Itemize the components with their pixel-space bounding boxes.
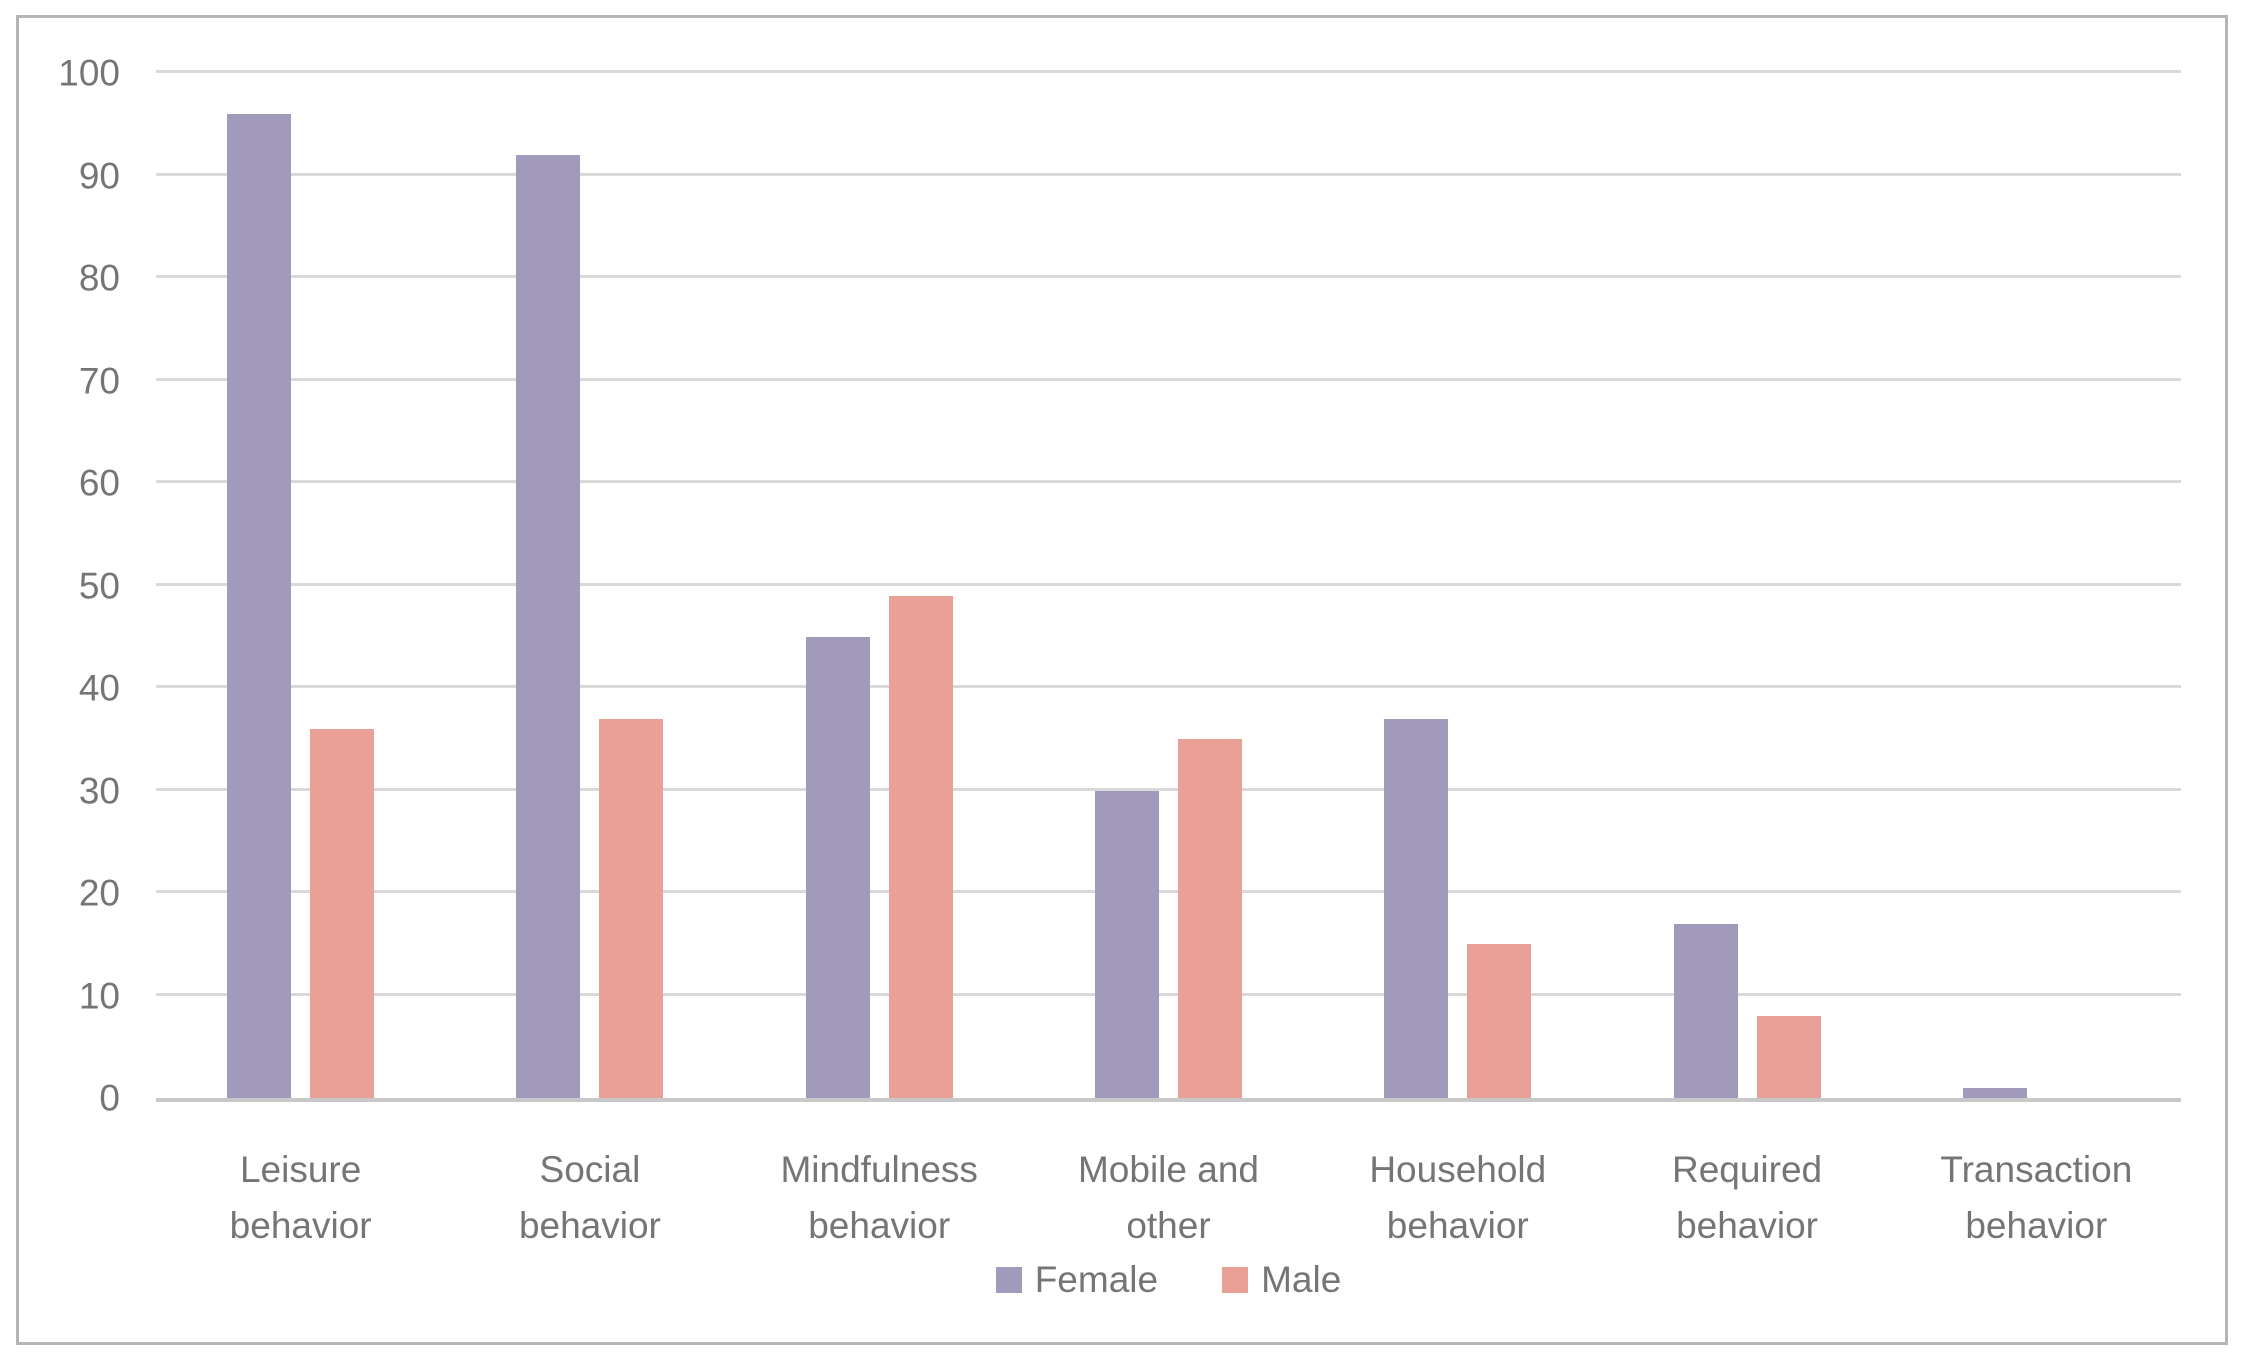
bar-female-3	[805, 636, 870, 1098]
female-series-swatch-icon	[995, 1266, 1022, 1293]
x-category-label-7: Transaction behavior	[1940, 1149, 2133, 1246]
y-tick-label-10: 10	[78, 975, 120, 1016]
bar-group-7	[1892, 73, 2181, 1098]
bar-group-3	[735, 73, 1024, 1098]
bar-male-2	[599, 718, 664, 1098]
bar-male-5	[1467, 944, 1532, 1098]
y-tick-label-40: 40	[78, 667, 120, 709]
y-tick-label-30: 30	[78, 770, 120, 811]
y-tick-label-50: 50	[78, 565, 120, 606]
y-tick-label-100: 100	[58, 52, 120, 94]
x-category-label-5: Household behavior	[1369, 1149, 1547, 1246]
chart-frame: 0 10 20 30 40 50 60 70 80 90 100 Leisure behavior S…	[16, 15, 2228, 1345]
bar-female-1	[227, 114, 292, 1098]
gridline-100	[156, 70, 2181, 73]
gridline-90	[156, 172, 2181, 176]
bar-group-1	[156, 73, 445, 1098]
y-tick-label-20: 20	[78, 872, 120, 914]
bar-female-6	[1673, 923, 1738, 1098]
x-category-label-1: Leisure behavior	[229, 1149, 372, 1246]
legend: Female Male	[156, 1261, 2181, 1298]
y-tick-label-80: 80	[78, 257, 120, 299]
x-category-label-2: Social behavior	[518, 1149, 661, 1246]
bar-group-2	[445, 73, 734, 1098]
gridline-80	[156, 275, 2181, 278]
bar-male-6	[1756, 1016, 1821, 1098]
y-tick-label-90: 90	[78, 155, 120, 196]
bar-female-2	[516, 155, 581, 1098]
gridline-70	[156, 377, 2181, 381]
bar-male-3	[888, 595, 953, 1098]
gridline-30	[156, 787, 2181, 791]
bar-female-7	[1962, 1087, 2027, 1098]
y-tick-label-0: 0	[99, 1077, 120, 1119]
legend-item-male: Male	[1222, 1261, 1341, 1298]
x-axis-category-labels: Leisure behavior Social behavior Mindfulne…	[156, 1142, 2181, 1253]
legend-label-male: Male	[1261, 1259, 1342, 1300]
plot-area: 0 10 20 30 40 50 60 70 80 90 100	[58, 55, 2181, 1117]
bar-groups	[156, 73, 2181, 1098]
bar-female-5	[1384, 718, 1449, 1098]
bar-male-1	[310, 729, 375, 1098]
x-category-label-3: Mindfulness behavior	[780, 1149, 978, 1246]
bar-male-4	[1177, 739, 1242, 1098]
bar-group-6	[1602, 73, 1891, 1098]
legend-item-female: Female	[995, 1259, 1159, 1300]
y-tick-label-70: 70	[78, 360, 120, 401]
male-series-swatch-icon	[1222, 1266, 1249, 1293]
gridline-60	[156, 480, 2181, 483]
y-tick-label-60: 60	[78, 462, 120, 504]
gridline-20	[156, 890, 2181, 893]
bar-group-4	[1024, 73, 1313, 1098]
bar-female-4	[1094, 790, 1159, 1098]
gridline-40	[156, 685, 2181, 688]
gridline-50	[156, 582, 2181, 586]
gridline-10	[156, 992, 2181, 996]
legend-label-female: Female	[1034, 1259, 1159, 1300]
bar-group-5	[1313, 73, 1602, 1098]
x-category-label-6: Required behavior	[1671, 1149, 1823, 1246]
x-category-label-4: Mobile and other	[1077, 1149, 1259, 1246]
